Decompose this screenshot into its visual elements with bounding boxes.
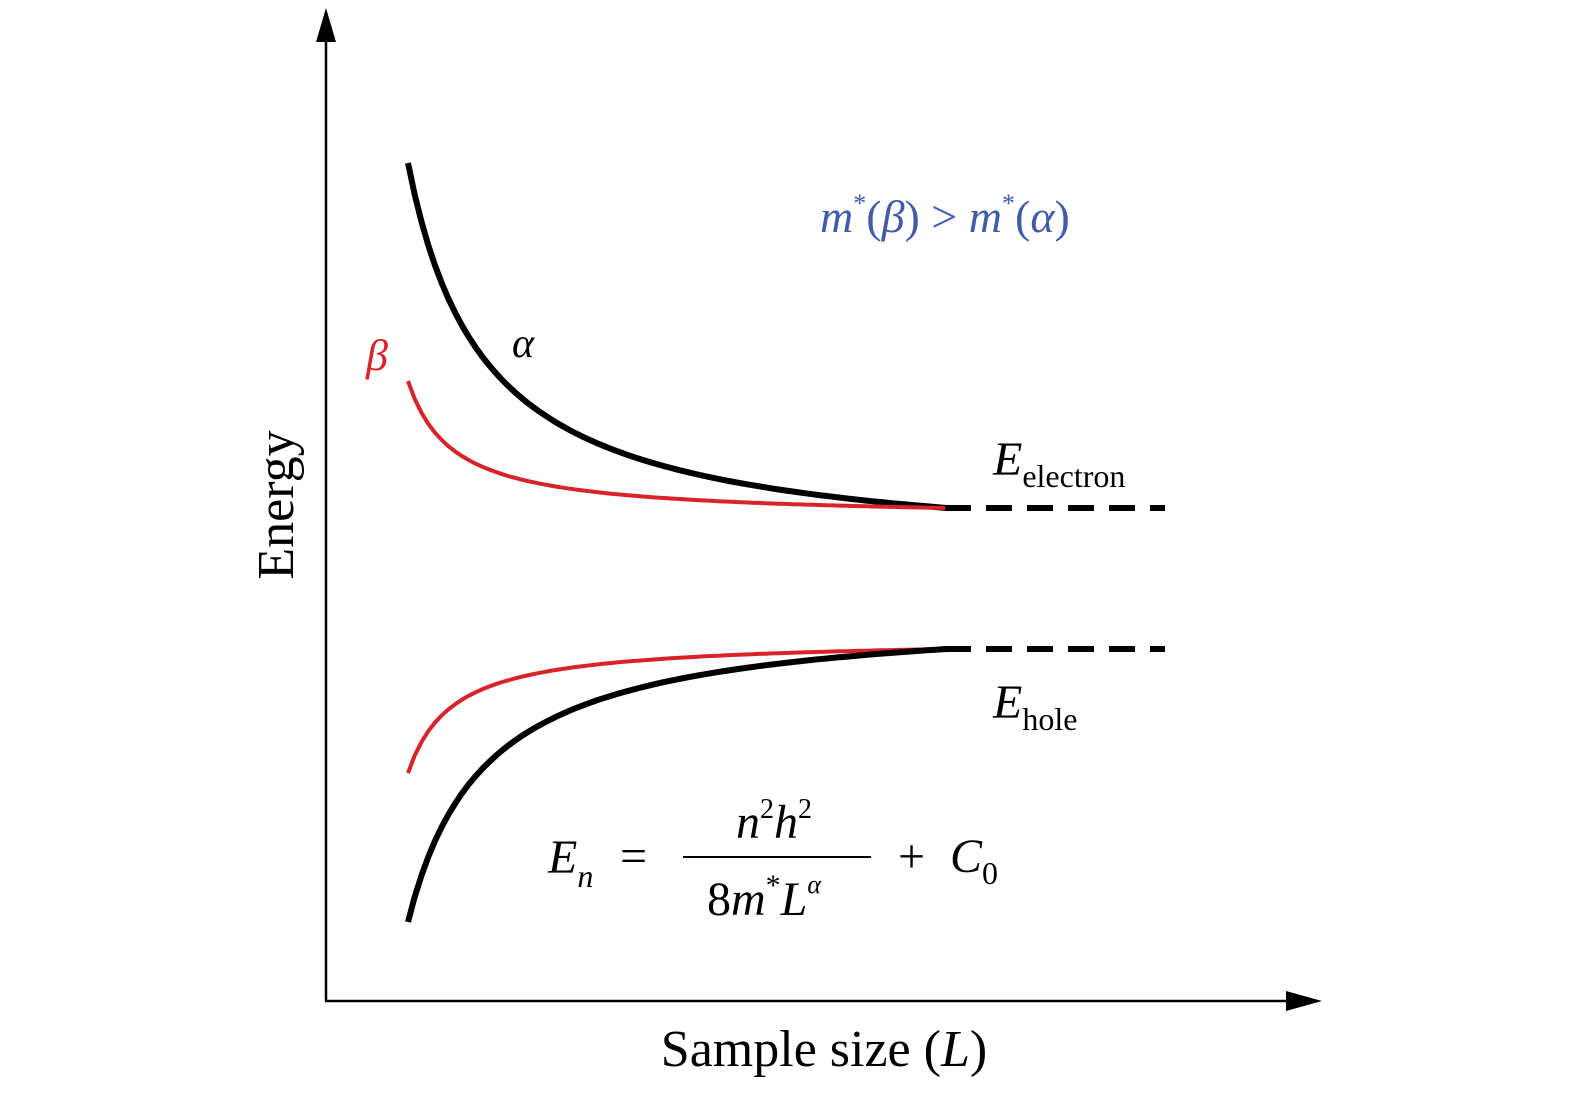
formula-lhs: En [547, 831, 593, 894]
hole-level-label: Ehole [992, 676, 1077, 737]
beta-hole-curve [406, 647, 948, 774]
y-axis-arrow [316, 8, 336, 42]
x-axis-label: Sample size (L) [661, 1021, 987, 1078]
electron-level-label: Eelectron [992, 433, 1125, 494]
alpha-hole-curve [405, 646, 948, 923]
alpha-electron-curve [405, 162, 948, 511]
beta-electron-curve [406, 380, 948, 510]
beta-label: β [365, 331, 388, 380]
formula-constant: C0 [950, 830, 998, 891]
formula-equals: = [620, 830, 647, 883]
x-axis-arrow [1286, 991, 1322, 1011]
formula-numerator: n2h2 [736, 794, 812, 849]
formula-denominator: 8m*Lα [707, 869, 822, 926]
y-axis-label: Energy [248, 430, 305, 579]
energy-formula: En = n2h2 8m*Lα + C0 [547, 794, 998, 926]
alpha-label: α [512, 321, 535, 367]
formula-plus: + [898, 830, 925, 883]
mass-annotation: m*(β) > m*(α) [820, 189, 1070, 242]
